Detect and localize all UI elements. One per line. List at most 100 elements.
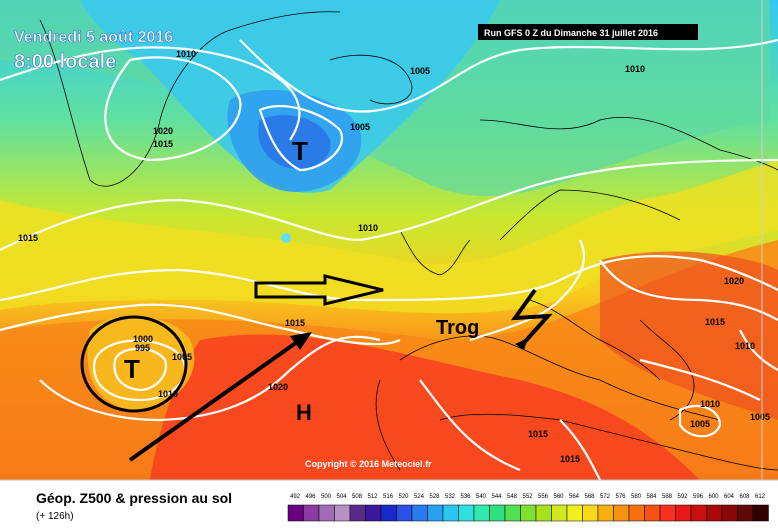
legend-swatch xyxy=(349,504,366,522)
legend-tick-label: 540 xyxy=(476,494,487,500)
legend-tick-label: 544 xyxy=(492,494,503,500)
legend-tick-label: 604 xyxy=(724,494,735,500)
legend-swatch xyxy=(551,504,568,522)
isobar-label: 1005 xyxy=(172,352,192,362)
isobar-label: 1000 xyxy=(133,334,153,344)
legend-swatch xyxy=(597,504,614,522)
legend-swatch xyxy=(365,504,382,522)
isobar-label: 1015 xyxy=(528,429,548,439)
run-label: Run GFS 0 Z du Dimanche 31 juillet 2016 xyxy=(484,28,658,38)
legend-swatch xyxy=(706,504,723,522)
legend-swatch xyxy=(628,504,645,522)
legend-tick-label: 560 xyxy=(554,494,565,500)
isobar-label: 1020 xyxy=(268,382,288,392)
legend-tick-label: 528 xyxy=(430,494,441,500)
isobar-label: 1020 xyxy=(153,126,173,136)
legend-tick-label: 564 xyxy=(569,494,580,500)
legend-tick-label: 572 xyxy=(600,494,611,500)
legend-tick-label: 508 xyxy=(352,494,363,500)
legend-tick-label: 592 xyxy=(678,494,689,500)
isobar-label: 1010 xyxy=(176,49,196,59)
run-banner xyxy=(478,24,698,40)
legend-tick-label: 492 xyxy=(290,494,301,500)
legend-ticks: 492 496 500 504 508 512 516 520 524 528 532 536 540 5… xyxy=(290,494,766,500)
isobar-label: 1005 xyxy=(410,66,430,76)
isobar-label: 1015 xyxy=(153,139,173,149)
legend-tick-label: 532 xyxy=(445,494,456,500)
legend-tick-label: 520 xyxy=(399,494,410,500)
legend-tick-label: 552 xyxy=(523,494,534,500)
legend-swatch xyxy=(318,504,335,522)
isobar-labels: 1010 1005 1010 1020 1015 1005 1015 1010 … xyxy=(18,49,770,464)
high-pressure-label: H xyxy=(296,400,312,425)
isobar-label: 1010 xyxy=(625,64,645,74)
legend-swatch xyxy=(566,504,583,522)
legend-tick-label: 516 xyxy=(383,494,394,500)
legend-swatch xyxy=(675,504,692,522)
legend-tick-label: 568 xyxy=(585,494,596,500)
legend-swatches xyxy=(287,504,769,522)
isobar-label: 1010 xyxy=(358,223,378,233)
isobar-label: 1015 xyxy=(285,318,305,328)
legend-tick-label: 556 xyxy=(538,494,549,500)
legend-swatch xyxy=(396,504,413,522)
legend-swatch xyxy=(613,504,630,522)
legend-tick-label: 580 xyxy=(631,494,642,500)
legend-swatch xyxy=(489,504,506,522)
legend-swatch xyxy=(582,504,599,522)
legend-tick-label: 600 xyxy=(709,494,720,500)
geopotential-field xyxy=(0,0,778,480)
southwest-flow-arrow-icon xyxy=(128,332,312,462)
lightning-tip-icon xyxy=(515,338,528,350)
legend-swatch xyxy=(721,504,738,522)
legend-swatch xyxy=(690,504,707,522)
legend-swatch xyxy=(334,504,351,522)
legend-swatch xyxy=(737,504,754,522)
footer-lead: (+ 126h) xyxy=(36,511,74,522)
map-date: Vendredi 5 août 2016 xyxy=(14,29,173,46)
isobar-label: 1005 xyxy=(350,122,370,132)
legend-tick-label: 512 xyxy=(368,494,379,500)
lightning-icon xyxy=(510,288,553,347)
legend-swatch xyxy=(287,504,304,522)
low-circle-annotation xyxy=(80,315,188,413)
legend-tick-label: 536 xyxy=(461,494,472,500)
legend-tick-label: 548 xyxy=(507,494,518,500)
legend-swatch xyxy=(520,504,537,522)
map-time: 8:00 locale xyxy=(14,51,116,73)
isobar-label: 1010 xyxy=(700,399,720,409)
legend-tick-label: 588 xyxy=(662,494,673,500)
legend-swatch xyxy=(504,504,521,522)
legend-swatch xyxy=(380,504,397,522)
isobar-label: 1015 xyxy=(705,317,725,327)
isobar-label: 1005 xyxy=(750,412,770,422)
legend-tick-label: 524 xyxy=(414,494,425,500)
isobar-label: 1005 xyxy=(690,419,710,429)
legend-swatch xyxy=(752,504,769,522)
isobar-label: 1015 xyxy=(18,233,38,243)
legend-swatch xyxy=(659,504,676,522)
legend-tick-label: 584 xyxy=(647,494,658,500)
legend-tick-label: 500 xyxy=(321,494,332,500)
isobar-label: 1010 xyxy=(158,389,178,399)
legend-swatch xyxy=(473,504,490,522)
low-pressure-label: T xyxy=(124,354,140,384)
trough-label: Trog xyxy=(436,317,479,339)
legend-tick-label: 576 xyxy=(616,494,627,500)
isobar-label: 1015 xyxy=(560,454,580,464)
legend-tick-label: 612 xyxy=(755,494,766,500)
legend-swatch xyxy=(427,504,444,522)
legend-swatch xyxy=(442,504,459,522)
flow-arrow-icon xyxy=(254,274,384,306)
legend-swatch xyxy=(411,504,428,522)
isobar-label: 995 xyxy=(135,343,150,353)
legend-swatch xyxy=(303,504,320,522)
footer-title: Géop. Z500 & pression au sol xyxy=(36,490,232,506)
legend-swatch xyxy=(458,504,475,522)
isobars xyxy=(0,38,778,481)
copyright: Copyright © 2016 Meteociel.fr xyxy=(305,459,432,469)
isobar-label: 1020 xyxy=(724,276,744,286)
isobar-label: 1010 xyxy=(735,341,755,351)
legend-swatch xyxy=(644,504,661,522)
